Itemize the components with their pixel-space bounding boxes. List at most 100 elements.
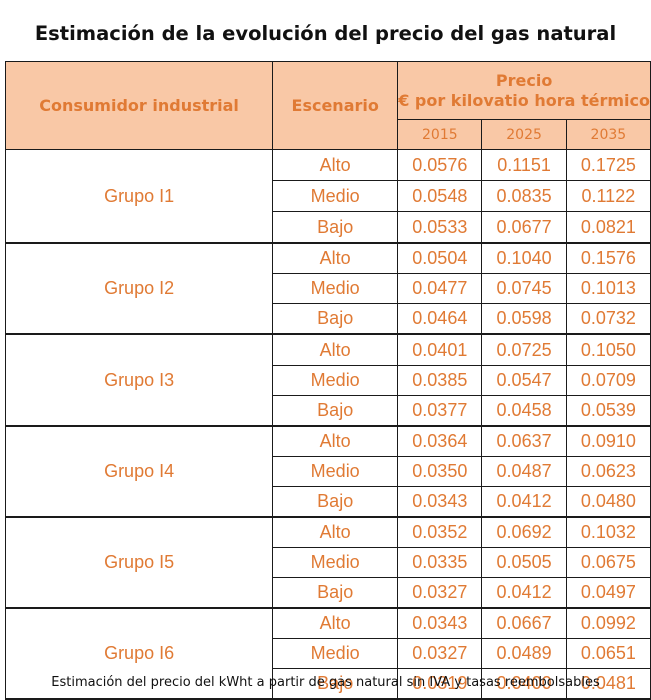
- table-row: Medio 0.0477 0.0745 0.1013: [6, 273, 651, 304]
- scenario-cell: Alto: [272, 516, 399, 548]
- price-cell: 0.0481: [565, 668, 651, 700]
- table-row: Medio 0.0335 0.0505 0.0675: [6, 547, 651, 578]
- scenario-cell: Alto: [272, 607, 399, 639]
- price-cell: 0.0489: [481, 638, 567, 669]
- header-year: 2035: [565, 119, 651, 150]
- scenario-cell: Bajo: [272, 395, 399, 427]
- scenario-cell: Bajo: [272, 211, 399, 244]
- scenario-cell: Alto: [272, 333, 399, 366]
- table-row: Grupo I6 Alto 0.0343 0.0667 0.0992: [4, 607, 651, 700]
- scenario-cell: Bajo: [272, 486, 399, 518]
- price-cell: 0.0637: [481, 425, 567, 457]
- scenario-cell: Medio: [272, 456, 399, 487]
- price-cell: 0.0732: [565, 303, 651, 335]
- price-cell: 0.0377: [397, 395, 483, 427]
- price-cell: 0.0385: [397, 365, 483, 396]
- price-cell: 0.1040: [481, 242, 567, 274]
- price-cell: 0.0533: [397, 211, 483, 244]
- scenario-cell: Medio: [272, 273, 399, 304]
- price-cell: 0.1725: [565, 149, 651, 181]
- price-cell: 0.0505: [481, 547, 567, 578]
- price-cell: 0.1050: [565, 333, 651, 366]
- header-scenario: Escenario: [272, 61, 399, 150]
- scenario-cell: Medio: [272, 638, 399, 669]
- scenario-cell: Alto: [272, 149, 399, 181]
- table-row: Grupo I5 Alto 0.0352 0.0692 0.1032: [4, 516, 651, 609]
- price-cell: 0.0364: [397, 425, 483, 457]
- table-row: Bajo 0.0327 0.0412 0.0497: [6, 577, 651, 609]
- price-cell: 0.0350: [397, 456, 483, 487]
- price-cell: 0.0504: [397, 242, 483, 274]
- price-cell: 0.0327: [397, 577, 483, 609]
- header-price: Precio € por kilovatio hora térmico: [397, 61, 651, 120]
- table-row: Bajo 0.0377 0.0458 0.0539: [6, 395, 651, 427]
- scenario-cell: Medio: [272, 180, 399, 212]
- group-name-cell: Grupo I6: [4, 607, 274, 700]
- price-cell: 0.0343: [397, 607, 483, 639]
- price-cell: 0.0835: [481, 180, 567, 212]
- table-row: Medio 0.0350 0.0487 0.0623: [6, 456, 651, 487]
- scenario-cell: Medio: [272, 547, 399, 578]
- group-name-cell: Grupo I1: [4, 149, 274, 244]
- price-cell: 0.0480: [565, 486, 651, 518]
- table-row: Bajo 0.0343 0.0412 0.0480: [6, 486, 651, 518]
- scenario-cell: Bajo: [272, 303, 399, 335]
- price-cell: 0.0335: [397, 547, 483, 578]
- price-cell: 0.0539: [565, 395, 651, 427]
- header-year: 2015: [397, 119, 483, 150]
- scenario-cell: Bajo: [272, 577, 399, 609]
- price-cell: 0.0497: [565, 577, 651, 609]
- price-cell: 0.0821: [565, 211, 651, 244]
- scenario-cell: Bajo: [272, 668, 399, 700]
- table-row: Grupo I1 Alto 0.0576 0.1151 0.1725: [4, 149, 651, 244]
- price-cell: 0.0709: [565, 365, 651, 396]
- table-row: Grupo I4 Alto 0.0364 0.0637 0.0910: [4, 425, 651, 518]
- price-cell: 0.0745: [481, 273, 567, 304]
- price-cell: 0.1576: [565, 242, 651, 274]
- price-cell: 0.0675: [565, 547, 651, 578]
- table-row: Medio 0.0548 0.0835 0.1122: [6, 180, 651, 212]
- price-cell: 0.0401: [397, 333, 483, 366]
- header-consumer: Consumidor industrial: [4, 61, 274, 150]
- price-cell: 0.0623: [565, 456, 651, 487]
- header-year: 2025: [481, 119, 567, 150]
- group-name-cell: Grupo I3: [4, 333, 274, 427]
- table-row: Bajo 0.0533 0.0677 0.0821: [6, 211, 651, 244]
- table-row: Medio 0.0327 0.0489 0.0651: [6, 638, 651, 669]
- price-cell: 0.0464: [397, 303, 483, 335]
- price-cell: 0.0667: [481, 607, 567, 639]
- price-cell: 0.0576: [397, 149, 483, 181]
- table-body: Grupo I1 Alto 0.0576 0.1151 0.1725 Medio 0.054…: [4, 149, 651, 700]
- price-cell: 0.0725: [481, 333, 567, 366]
- price-cell: 0.0692: [481, 516, 567, 548]
- price-cell: 0.0458: [481, 395, 567, 427]
- group-name-cell: Grupo I4: [4, 425, 274, 518]
- price-cell: 0.0412: [481, 577, 567, 609]
- table-caption: Estimación del precio del kWht a partir …: [51, 675, 600, 690]
- scenario-cell: Alto: [272, 242, 399, 274]
- price-cell: 0.0343: [397, 486, 483, 518]
- table-row: Bajo 0.0319 0.0400 0.0481: [6, 668, 651, 700]
- table-row: Grupo I2 Alto 0.0504 0.1040 0.1576: [4, 242, 651, 335]
- price-cell: 0.0548: [397, 180, 483, 212]
- scenario-cell: Alto: [272, 425, 399, 457]
- price-cell: 0.1032: [565, 516, 651, 548]
- table-row: Medio 0.0385 0.0547 0.0709: [6, 365, 651, 396]
- price-cell: 0.0352: [397, 516, 483, 548]
- price-cell: 0.0327: [397, 638, 483, 669]
- group-name-cell: Grupo I5: [4, 516, 274, 609]
- price-cell: 0.0598: [481, 303, 567, 335]
- price-cell: 0.0487: [481, 456, 567, 487]
- table-row: Grupo I3 Alto 0.0401 0.0725 0.1050: [4, 333, 651, 427]
- group-name-cell: Grupo I2: [4, 242, 274, 335]
- price-cell: 0.0319: [397, 668, 483, 700]
- price-cell: 0.1151: [481, 149, 567, 181]
- price-cell: 0.1122: [565, 180, 651, 212]
- price-table: Consumidor industrial Escenario Precio €…: [4, 61, 651, 700]
- price-cell: 0.0547: [481, 365, 567, 396]
- price-cell: 0.0412: [481, 486, 567, 518]
- price-cell: 0.0651: [565, 638, 651, 669]
- table-row: Bajo 0.0464 0.0598 0.0732: [6, 303, 651, 335]
- header-price-unit: € por kilovatio hora térmico: [398, 90, 650, 110]
- page-title: Estimación de la evolución del precio de…: [34, 22, 617, 45]
